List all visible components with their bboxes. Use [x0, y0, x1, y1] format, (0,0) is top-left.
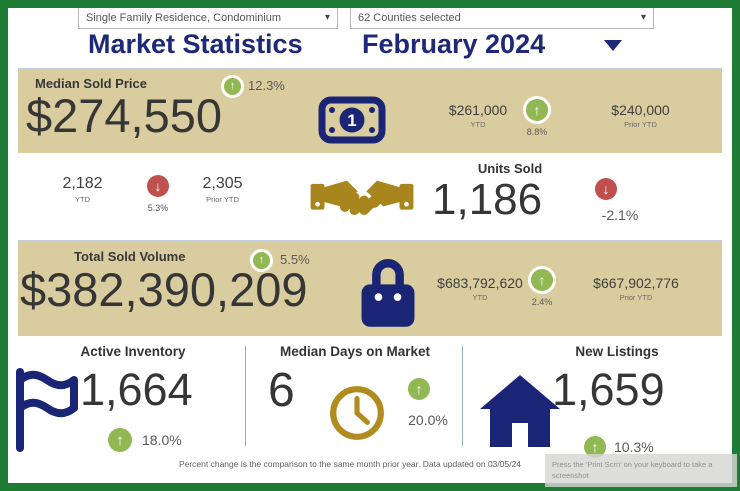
up-arrow-icon: ↑ — [108, 428, 132, 452]
prior-ytd-value: $667,902,776 — [593, 275, 679, 291]
property-type-value: Single Family Residence, Condominium — [86, 11, 282, 24]
total-sold-volume-change: 5.5% — [280, 252, 310, 267]
ytd-value: $683,792,620 — [437, 275, 523, 291]
active-inventory-label: Active Inventory — [80, 344, 186, 359]
ytd-change: 5.3% — [147, 203, 169, 213]
median-price-ytd-group: $261,000 YTD — [423, 102, 533, 129]
period-label: February 2024 — [362, 29, 546, 59]
median-sold-price-value: $274,550 — [26, 89, 223, 142]
dollar-bill-icon: 1 — [318, 96, 386, 144]
panel-divider — [245, 346, 246, 446]
ytd-change: 2.4% — [531, 297, 553, 307]
median-days-change: 20.0% — [408, 412, 448, 428]
handshake-icon — [308, 171, 416, 231]
down-arrow-icon: ↓ — [147, 175, 169, 197]
units-ytd-group: 2,182 YTD — [35, 175, 130, 204]
total-sold-volume-section: Total Sold Volume ↑ 5.5% $382,390,209 $6… — [18, 240, 722, 336]
median-days-value: 6 — [268, 364, 295, 417]
footer-note: Percent change is the comparison to the … — [178, 459, 522, 469]
units-sold-label: Units Sold — [477, 161, 543, 176]
ytd-change: 8.8% — [526, 127, 548, 137]
ytd-label: YTD — [75, 195, 90, 204]
median-sold-price-label: Median Sold Price — [35, 76, 147, 91]
period-dropdown-triangle-icon[interactable] — [604, 40, 622, 51]
prior-ytd-value: $240,000 — [611, 102, 670, 118]
up-arrow-icon: ↑ — [528, 266, 556, 294]
svg-text:1: 1 — [347, 111, 356, 130]
total-sold-volume-value: $382,390,209 — [20, 263, 308, 316]
median-sold-price-change: 12.3% — [248, 78, 285, 93]
up-arrow-icon: ↑ — [250, 249, 273, 272]
units-sold-value: 1,186 — [432, 175, 543, 224]
volume-prior-ytd-group: $667,902,776 Prior YTD — [566, 275, 706, 302]
ytd-label: YTD — [470, 120, 486, 129]
median-sold-price-section: Median Sold Price ↑ 12.3% $274,550 1 $26… — [18, 68, 722, 153]
up-arrow-icon: ↑ — [523, 96, 551, 124]
ytd-label: YTD — [472, 293, 488, 302]
total-sold-volume-label: Total Sold Volume — [74, 249, 186, 264]
clock-icon — [328, 384, 386, 442]
chevron-down-icon: ▾ — [324, 12, 330, 23]
prior-ytd-value: 2,305 — [202, 175, 243, 192]
counties-value: 62 Counties selected — [358, 11, 461, 24]
ytd-value: 2,182 — [62, 175, 103, 192]
prior-ytd-label: Prior YTD — [624, 120, 657, 129]
down-arrow-icon: ↓ — [595, 178, 617, 200]
property-type-dropdown[interactable]: Single Family Residence, Condominium ▾ — [78, 6, 338, 29]
money-bag-icon — [356, 259, 420, 331]
counties-dropdown[interactable]: 62 Counties selected ▾ — [350, 6, 654, 29]
new-listings-change: 10.3% — [614, 439, 654, 455]
page-title: Market Statistics — [88, 29, 303, 59]
bottom-metrics-row: Active Inventory 1,664 ↑ 18.0% Median Da… — [0, 336, 740, 458]
units-sold-section: 2,182 YTD ↓ 5.3% 2,305 Prior YTD — [0, 153, 740, 240]
house-icon — [478, 370, 562, 452]
active-inventory-change: 18.0% — [142, 432, 182, 448]
active-inventory-value: 1,664 — [80, 364, 193, 415]
panel-divider — [462, 346, 463, 446]
units-prior-ytd-group: 2,305 Prior YTD — [175, 175, 270, 204]
chevron-down-icon: ▾ — [640, 12, 646, 23]
up-arrow-icon: ↑ — [408, 378, 430, 400]
median-days-label: Median Days on Market — [279, 344, 431, 359]
units-sold-change: -2.1% — [601, 207, 639, 223]
new-listings-label: New Listings — [575, 344, 659, 359]
volume-ytd-group: $683,792,620 YTD — [416, 275, 544, 302]
prior-ytd-label: Prior YTD — [206, 195, 239, 204]
print-screen-tooltip: Press the 'Print Scrn' on your keyboard … — [545, 454, 737, 487]
median-price-prior-ytd-group: $240,000 Prior YTD — [573, 102, 708, 129]
up-arrow-icon: ↑ — [221, 75, 244, 98]
ytd-value: $261,000 — [448, 102, 508, 118]
new-listings-value: 1,659 — [552, 364, 665, 415]
prior-ytd-label: Prior YTD — [619, 293, 653, 302]
flag-icon — [10, 364, 88, 452]
up-arrow-icon: ↑ — [584, 436, 606, 458]
